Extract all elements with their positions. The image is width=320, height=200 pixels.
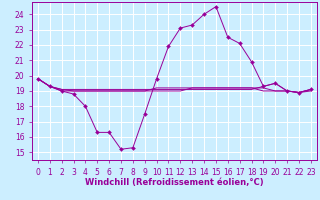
X-axis label: Windchill (Refroidissement éolien,°C): Windchill (Refroidissement éolien,°C) [85, 178, 264, 187]
